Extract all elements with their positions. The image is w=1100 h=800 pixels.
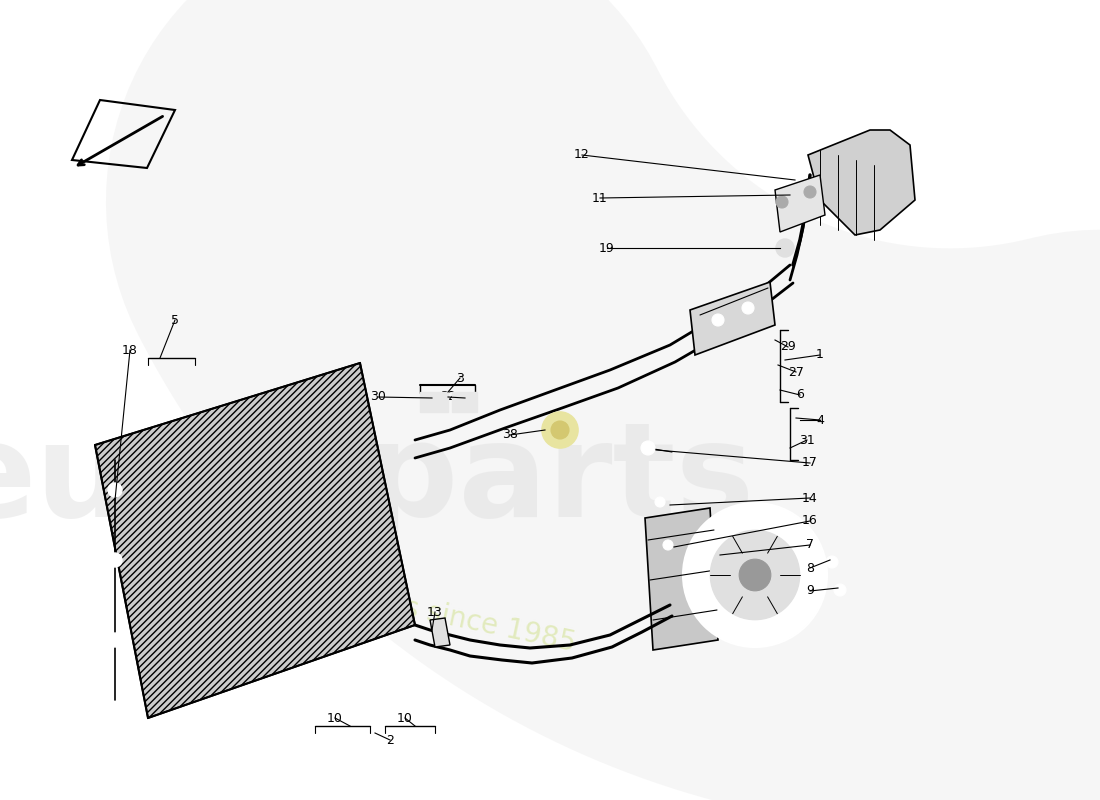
Text: 19: 19 [600, 242, 615, 254]
Text: 2: 2 [386, 734, 394, 746]
Text: 31: 31 [799, 434, 815, 446]
Text: eurosparts: eurosparts [0, 417, 755, 543]
Circle shape [641, 441, 654, 455]
Circle shape [776, 196, 788, 208]
Circle shape [739, 559, 771, 591]
Text: 6: 6 [796, 389, 804, 402]
Circle shape [542, 412, 578, 448]
Text: 1: 1 [816, 349, 824, 362]
Text: 3: 3 [456, 371, 464, 385]
Text: 8: 8 [806, 562, 814, 574]
Text: 4: 4 [816, 414, 824, 426]
Text: 9: 9 [806, 585, 814, 598]
Bar [420, 392, 448, 412]
Circle shape [551, 421, 569, 439]
Polygon shape [690, 282, 776, 355]
Text: 32: 32 [440, 390, 455, 403]
Circle shape [804, 186, 816, 198]
Circle shape [663, 540, 673, 550]
Circle shape [776, 239, 794, 257]
Text: 16: 16 [802, 514, 818, 527]
Text: 12: 12 [574, 149, 590, 162]
Polygon shape [776, 175, 825, 232]
Circle shape [711, 530, 800, 620]
Circle shape [108, 553, 122, 567]
Circle shape [654, 497, 666, 507]
Circle shape [683, 503, 827, 647]
Text: 29: 29 [780, 341, 796, 354]
Text: 18: 18 [122, 343, 138, 357]
Text: 14: 14 [802, 491, 818, 505]
Bar [452, 392, 477, 412]
Circle shape [108, 633, 122, 647]
Circle shape [826, 556, 838, 568]
Text: 38: 38 [502, 429, 518, 442]
Text: 7: 7 [806, 538, 814, 551]
Circle shape [834, 584, 846, 596]
Text: 10: 10 [327, 711, 343, 725]
Polygon shape [645, 508, 718, 650]
Text: 13: 13 [427, 606, 443, 618]
Text: 27: 27 [788, 366, 804, 378]
Text: 10: 10 [397, 711, 412, 725]
Text: 30: 30 [370, 390, 386, 403]
Polygon shape [808, 130, 915, 235]
Polygon shape [430, 618, 450, 647]
Polygon shape [95, 363, 415, 718]
Text: 5: 5 [170, 314, 179, 326]
Text: 11: 11 [592, 191, 608, 205]
Circle shape [108, 483, 122, 497]
Text: a passion for parts since 1985: a passion for parts since 1985 [162, 542, 579, 658]
Circle shape [742, 302, 754, 314]
Circle shape [712, 314, 724, 326]
Text: 17: 17 [802, 457, 818, 470]
